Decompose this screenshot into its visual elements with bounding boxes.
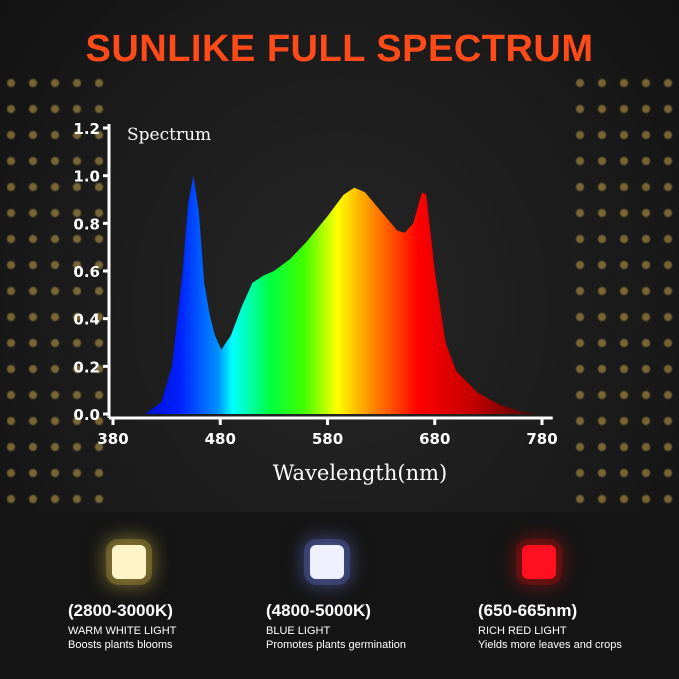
x-tick-label: 580 xyxy=(312,430,343,448)
feature-desc: Yields more leaves and crops xyxy=(478,639,622,651)
feature-warm-white: (2800-3000K) WARM WHITE LIGHT Boosts pla… xyxy=(68,545,268,651)
page-title: SUNLIKE FULL SPECTRUM xyxy=(85,28,594,70)
feature-red: (650-665nm) RICH RED LIGHT Yields more l… xyxy=(478,545,678,651)
feature-range: (650-665nm) xyxy=(478,601,578,620)
feature-range: (4800-5000K) xyxy=(266,601,371,620)
x-tick-label: 380 xyxy=(97,430,128,448)
feature-blue: (4800-5000K) BLUE LIGHT Promotes plants … xyxy=(266,545,466,651)
y-tick-label: 0.6 xyxy=(73,263,100,281)
warm-white-led-icon xyxy=(112,545,146,579)
blue-led-icon xyxy=(310,545,344,579)
y-tick-label: 0.0 xyxy=(73,406,100,424)
y-tick-label: 1.2 xyxy=(73,120,100,138)
led-wall-left xyxy=(0,70,110,510)
spectrum-chart: 0.0 0.2 0.4 0.6 0.8 1.0 1.2 380 480 580 680 780 Spe… xyxy=(73,120,557,485)
y-tick-label: 0.2 xyxy=(73,358,100,376)
red-led-icon xyxy=(522,545,556,579)
x-tick-label: 480 xyxy=(205,430,236,448)
y-tick-label: 0.4 xyxy=(73,311,100,329)
feature-name: RICH RED LIGHT xyxy=(478,625,567,637)
chart-title: Spectrum xyxy=(127,125,211,145)
led-wall-right xyxy=(569,70,679,510)
feature-name: BLUE LIGHT xyxy=(266,625,331,637)
x-tick-label: 780 xyxy=(526,430,557,448)
spectrum-area xyxy=(145,175,537,414)
y-tick-label: 1.0 xyxy=(73,168,100,186)
y-tick-label: 0.8 xyxy=(73,215,100,233)
x-tick-label: 680 xyxy=(419,430,450,448)
feature-desc: Boosts plants blooms xyxy=(68,639,173,651)
feature-band xyxy=(0,512,679,679)
feature-desc: Promotes plants germination xyxy=(266,639,407,651)
feature-name: WARM WHITE LIGHT xyxy=(68,625,177,637)
feature-range: (2800-3000K) xyxy=(68,601,173,620)
x-axis-label: Wavelength(nm) xyxy=(273,461,447,485)
